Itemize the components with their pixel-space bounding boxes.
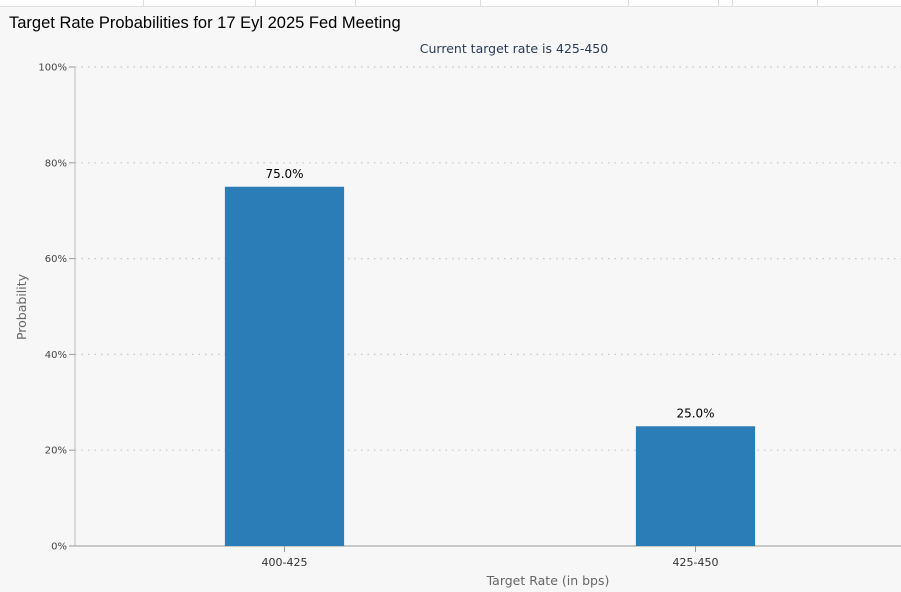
x-axis-title: Target Rate (in bps) xyxy=(486,573,610,588)
y-axis-title: Probability xyxy=(14,273,29,340)
y-tick-label: 20% xyxy=(45,446,67,457)
tab-divider xyxy=(817,0,818,6)
y-tick-label: 40% xyxy=(45,350,67,361)
y-tick-label: 100% xyxy=(38,63,67,74)
bars: 75.0% 25.0% xyxy=(224,167,756,546)
x-tick-label: 400-425 xyxy=(262,556,308,569)
tab-divider xyxy=(718,0,719,6)
tab-divider xyxy=(255,0,256,6)
y-tick-label: 60% xyxy=(45,254,67,265)
y-axis-ticks: 0% 20% 40% 60% 80% 100% xyxy=(38,63,75,553)
page-title: Target Rate Probabilities for 17 Eyl 202… xyxy=(9,14,401,32)
tab-divider xyxy=(628,0,629,6)
tab-divider xyxy=(480,0,481,6)
bar-data-label: 25.0% xyxy=(676,406,714,420)
y-tick-label: 80% xyxy=(45,158,67,169)
y-tick-label: 0% xyxy=(51,542,67,553)
top-tab-strip xyxy=(0,0,901,7)
x-axis-ticks: 400-425 425-450 xyxy=(262,546,719,569)
tab-divider xyxy=(732,0,733,6)
bar-400-425[interactable] xyxy=(224,186,345,546)
tab-divider xyxy=(355,0,356,6)
chart-subtitle: Current target rate is 425-450 xyxy=(420,41,608,56)
x-tick-label: 425-450 xyxy=(673,556,719,569)
grid-lines xyxy=(75,66,901,451)
bar-425-450[interactable] xyxy=(635,426,756,546)
tab-divider xyxy=(143,0,144,6)
bar-data-label: 75.0% xyxy=(265,167,303,181)
